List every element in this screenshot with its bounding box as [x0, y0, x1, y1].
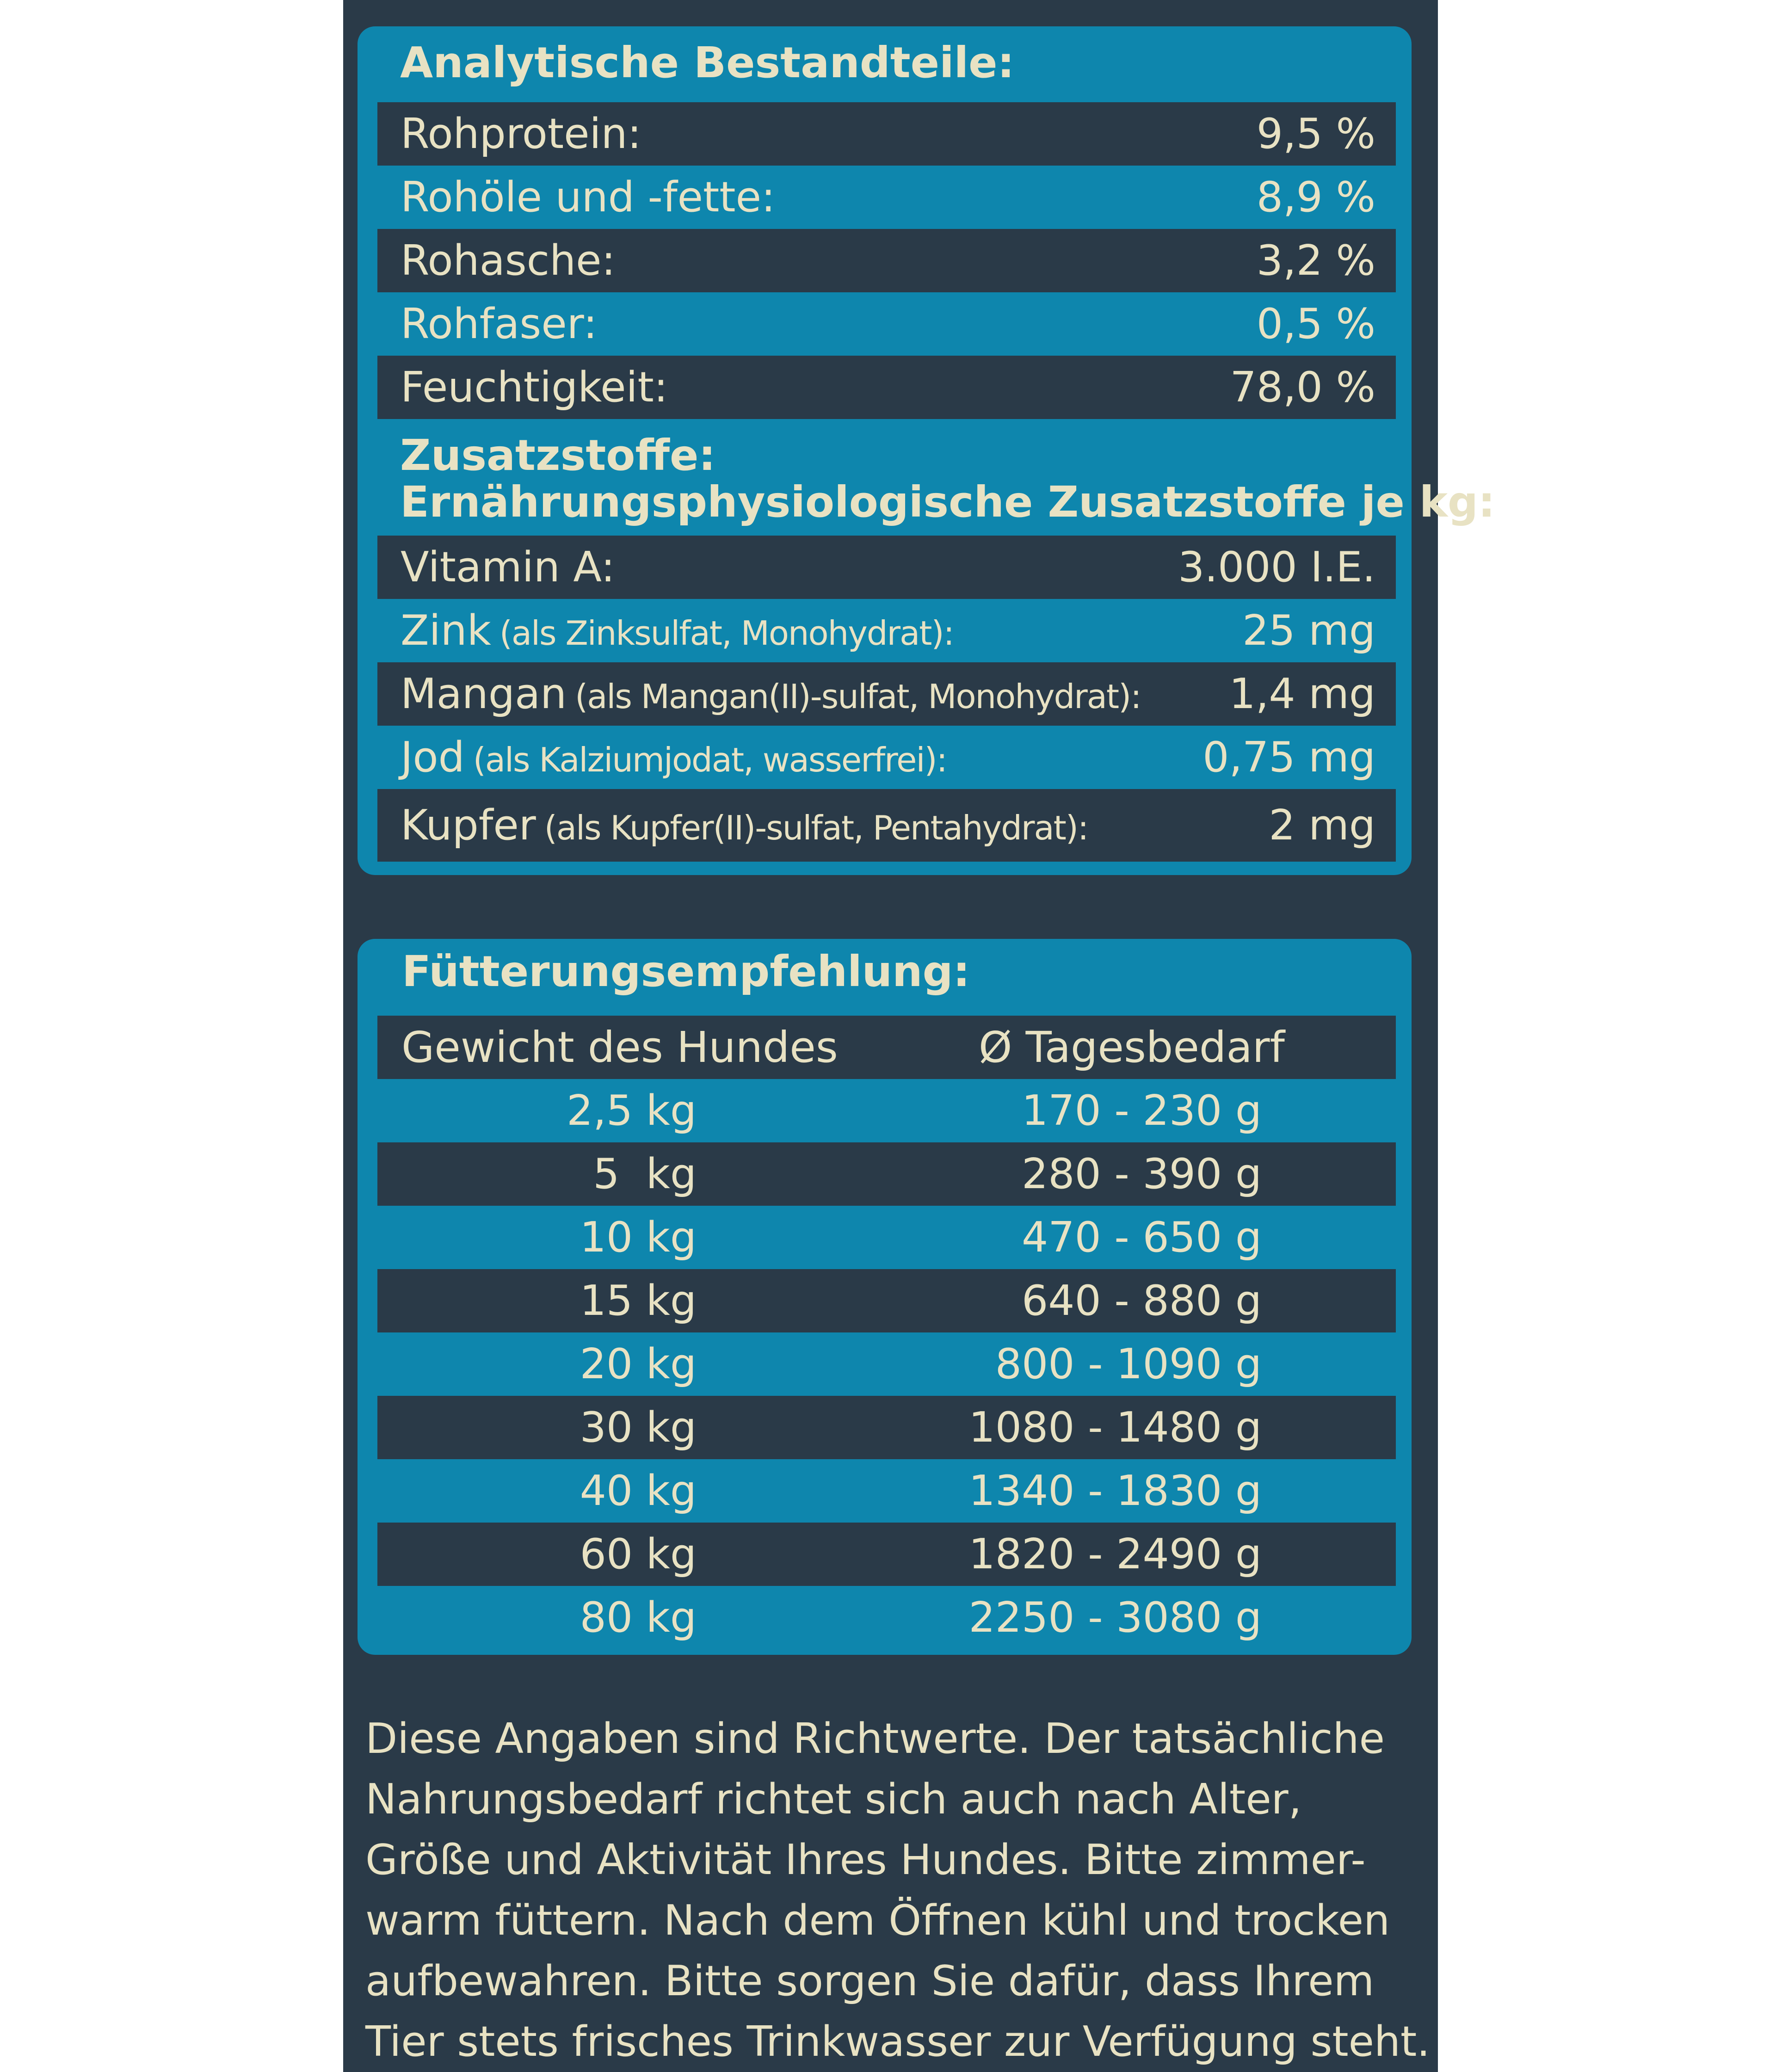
feeding-daily: 2250 - 3080 g: [968, 1593, 1262, 1642]
footnote-line: Diese Angaben sind Richtwerte. Der tatsä…: [365, 1714, 1385, 1763]
analytics-row: Feuchtigkeit: 78,0 %: [377, 356, 1396, 419]
feeding-weight: 15 kg: [580, 1276, 697, 1325]
analytics-value: 9,5 %: [1256, 110, 1375, 158]
additive-name: Jod: [401, 733, 465, 782]
weight-column-header: Gewicht des Hundes: [401, 1023, 838, 1072]
feeding-weight: 80 kg: [580, 1593, 697, 1642]
footnote: Diese Angaben sind Richtwerte. Der tatsä…: [365, 1708, 1430, 2072]
additives-heading: Zusatzstoffe:: [400, 431, 716, 480]
label-panel: Analytische Bestandteile: Rohprotein: 9,…: [343, 0, 1495, 2072]
footnote-line: Nahrungsbedarf richtet sich auch nach Al…: [365, 1775, 1302, 1824]
feeding-row: 80 kg 2250 - 3080 g: [377, 1586, 1396, 1649]
feeding-daily: 1340 - 1830 g: [968, 1467, 1262, 1515]
feeding-row: 5 kg 280 - 390 g: [377, 1142, 1396, 1206]
additive-note: (als Kupfer(II)-sulfat, Pentahydrat):: [544, 808, 1089, 847]
footnote-line: Tier stets frisches Trinkwasser zur Verf…: [365, 2017, 1430, 2066]
feeding-card: Fütterungsempfehlung: Gewicht des Hundes…: [358, 939, 1412, 1655]
feeding-row: 60 kg 1820 - 2490 g: [377, 1523, 1396, 1586]
feeding-daily: 800 - 1090 g: [995, 1340, 1262, 1388]
feeding-row: 15 kg 640 - 880 g: [377, 1269, 1396, 1332]
feeding-weight: 60 kg: [580, 1530, 697, 1579]
feeding-row: 2,5 kg 170 - 230 g: [377, 1079, 1396, 1142]
feeding-weight: 20 kg: [580, 1340, 697, 1388]
additive-value: 25 mg: [1242, 606, 1375, 655]
additive-note: (als Zinksulfat, Monohydrat):: [499, 614, 955, 653]
additive-note: (als Mangan(II)-sulfat, Monohydrat):: [575, 677, 1141, 716]
additive-name: Zink: [401, 606, 491, 655]
analytics-name: Feuchtigkeit:: [401, 363, 668, 412]
additive-value: 0,75 mg: [1202, 733, 1375, 782]
feeding-weight: 10 kg: [580, 1213, 697, 1262]
feeding-weight: 30 kg: [580, 1403, 697, 1452]
analytics-value: 8,9 %: [1256, 173, 1375, 222]
feeding-daily: 640 - 880 g: [1022, 1276, 1262, 1325]
analytics-value: 3,2 %: [1256, 236, 1375, 285]
analytics-value: 78,0 %: [1230, 363, 1375, 412]
feeding-daily: 1080 - 1480 g: [968, 1403, 1262, 1452]
analytics-heading: Analytische Bestandteile:: [400, 38, 1015, 87]
feeding-daily: 1820 - 2490 g: [968, 1530, 1262, 1579]
additive-row: Kupfer (als Kupfer(II)-sulfat, Pentahydra…: [377, 789, 1396, 862]
additive-note: (als Kalziumjodat, wasserfrei):: [473, 740, 948, 779]
additive-row: Vitamin A: 3.000 I.E.: [377, 536, 1396, 599]
feeding-heading: Fütterungsempfehlung:: [402, 947, 970, 996]
analytics-row: Rohöle und -fette: 8,9 %: [377, 166, 1396, 229]
footnote-line: Größe und Aktivität Ihres Hundes. Bitte …: [365, 1836, 1366, 1884]
additive-row: Mangan (als Mangan(II)-sulfat, Monohydrat…: [377, 662, 1396, 726]
additive-value: 2 mg: [1269, 801, 1375, 850]
footnote-line: warm füttern. Nach dem Öffnen kühl und t…: [365, 1896, 1390, 1945]
feeding-table-header: Gewicht des Hundes Ø Tagesbedarf: [377, 1016, 1396, 1079]
analytics-name: Rohasche:: [401, 236, 616, 285]
additive-name: Vitamin A:: [401, 543, 615, 592]
analytics-name: Rohfaser:: [401, 300, 598, 348]
feeding-row: 20 kg 800 - 1090 g: [377, 1332, 1396, 1396]
daily-column-header: Ø Tagesbedarf: [979, 1023, 1285, 1072]
feeding-weight: 2,5 kg: [567, 1086, 697, 1135]
analytics-row: Rohfaser: 0,5 %: [377, 292, 1396, 356]
feeding-daily: 170 - 230 g: [1022, 1086, 1262, 1135]
additive-name: Kupfer: [401, 801, 536, 850]
additive-name: Mangan: [401, 670, 567, 718]
feeding-row: 40 kg 1340 - 1830 g: [377, 1459, 1396, 1523]
analytics-card: Analytische Bestandteile: Rohprotein: 9,…: [358, 26, 1495, 875]
footnote-line: aufbewahren. Bitte sorgen Sie dafür, das…: [365, 1957, 1375, 2005]
analytics-value: 0,5 %: [1256, 300, 1375, 348]
feeding-daily: 470 - 650 g: [1022, 1213, 1262, 1262]
feeding-daily: 280 - 390 g: [1022, 1150, 1262, 1198]
additive-row: Zink (als Zinksulfat, Monohydrat): 25 mg: [377, 599, 1396, 662]
analytics-row: Rohasche: 3,2 %: [377, 229, 1396, 292]
feeding-row: 30 kg 1080 - 1480 g: [377, 1396, 1396, 1459]
additives-subheading: Ernährungsphysiologische Zusatzstoffe je…: [400, 477, 1495, 527]
analytics-name: Rohprotein:: [401, 110, 641, 158]
additive-value: 3.000 I.E.: [1178, 543, 1375, 592]
feeding-weight: 5 kg: [593, 1150, 697, 1198]
analytics-name: Rohöle und -fette:: [401, 173, 776, 222]
feeding-weight: 40 kg: [580, 1467, 697, 1515]
additive-value: 1,4 mg: [1229, 670, 1375, 718]
analytics-row: Rohprotein: 9,5 %: [377, 102, 1396, 166]
feeding-row: 10 kg 470 - 650 g: [377, 1206, 1396, 1269]
additive-row: Jod (als Kalziumjodat, wasserfrei): 0,75 …: [377, 726, 1396, 789]
